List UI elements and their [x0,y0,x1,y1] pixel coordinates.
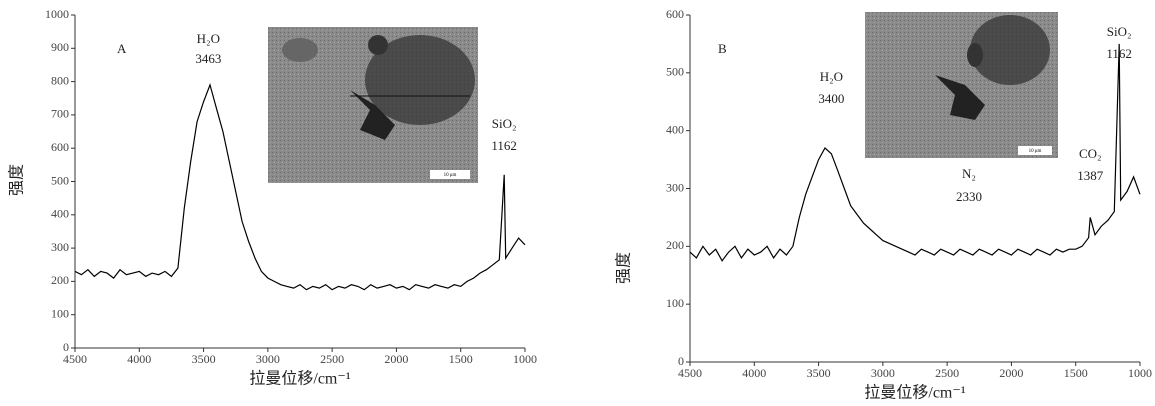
spectrum-line [689,43,1141,262]
y-tick-label: 300 [51,240,69,254]
y-tick-label: 0 [678,354,684,368]
y-tick-label: 0 [63,340,69,354]
y-tick-label: 600 [51,140,69,154]
x-tick-label: 1000 [1128,366,1152,380]
x-tick-label: 3000 [256,352,280,366]
y-axis-title: 强度 [8,164,26,196]
x-tick-label: 2000 [999,366,1023,380]
x-axis-title: 拉曼位移/cm⁻¹ [864,384,965,402]
x-tick-label: 2500 [320,352,344,366]
x-tick-label: 1000 [513,352,537,366]
inset-scale: 10 μm [1029,149,1042,154]
annotation-label: H₂O [197,31,220,46]
annotation-peak: 1162 [1106,46,1132,61]
y-tick-label: 100 [51,306,69,320]
annotation-peak: 2330 [956,189,982,204]
y-axis-title: 强度 [615,252,633,284]
inset-scale: 10 μm [444,173,457,178]
inset-photo-a [268,27,478,183]
y-tick-label: 1000 [45,7,69,21]
y-tick-label: 500 [51,173,69,187]
spectrum-line [74,82,526,291]
y-tick-label: 600 [666,7,684,21]
annotation-label: H₂O [820,69,843,84]
inset-photo-b [865,12,1058,158]
x-tick-label: 1500 [449,352,473,366]
y-tick-label: 500 [666,65,684,79]
annotation-label: SiO₂ [1107,24,1132,39]
x-tick-label: 1500 [1064,366,1088,380]
y-tick-label: 300 [666,180,684,194]
x-tick-label: 4000 [742,366,766,380]
y-tick-label: 700 [51,107,69,121]
x-tick-label: 3500 [807,366,831,380]
x-tick-label: 4500 [678,366,702,380]
panel-label: B [718,41,727,56]
x-tick-label: 3000 [871,366,895,380]
y-tick-label: 200 [51,273,69,287]
annotation-label: SiO₂ [492,116,517,131]
x-tick-label: 2000 [384,352,408,366]
annotation-peak: 1387 [1077,168,1104,183]
y-tick-label: 900 [51,40,69,54]
x-tick-label: 4000 [127,352,151,366]
y-tick-label: 800 [51,73,69,87]
annotation-peak: 3463 [195,51,221,66]
x-axis-title: 拉曼位移/cm⁻¹ [249,370,350,388]
y-tick-label: 100 [666,296,684,310]
annotation-peak: 1162 [491,138,517,153]
annotation-label: CO₂ [1079,146,1102,161]
y-tick-label: 200 [666,238,684,252]
x-tick-label: 4500 [63,352,87,366]
y-tick-label: 400 [51,207,69,221]
x-tick-label: 2500 [935,366,959,380]
annotation-peak: 3400 [818,91,844,106]
y-tick-label: 400 [666,122,684,136]
x-tick-label: 3500 [192,352,216,366]
panel-label: A [117,41,127,56]
annotation-label: N₂ [962,166,976,181]
